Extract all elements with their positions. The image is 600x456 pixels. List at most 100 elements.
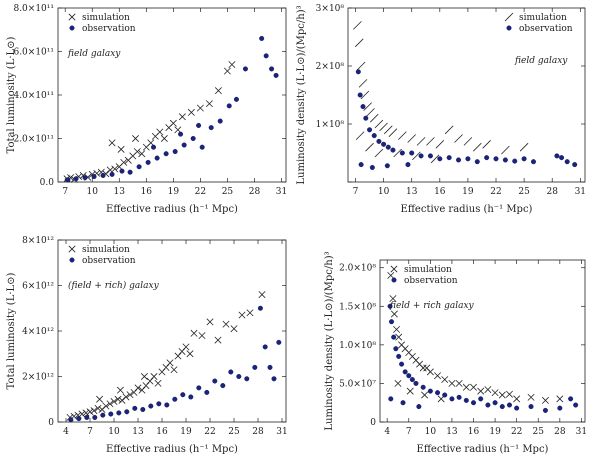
legend-label-observation: observation bbox=[82, 24, 136, 34]
observation-point bbox=[530, 159, 536, 165]
simulation-point bbox=[369, 113, 379, 123]
simulation-point bbox=[363, 102, 372, 111]
simulation-point bbox=[116, 386, 124, 394]
x-tick-label: 16 bbox=[468, 427, 480, 437]
observation-point bbox=[233, 96, 239, 102]
observation-point bbox=[145, 159, 151, 165]
simulation-point bbox=[426, 368, 434, 376]
simulation-point bbox=[86, 408, 94, 416]
x-tick-label: 28 bbox=[546, 187, 558, 197]
simulation-point bbox=[383, 125, 393, 135]
y-tick-label: 2.0×10¹¹ bbox=[13, 135, 54, 145]
y-axis-label: Luminosity density (L·L⊙)/(Mpc/h)³ bbox=[296, 5, 307, 184]
simulation-point bbox=[519, 142, 529, 152]
observation-point bbox=[420, 384, 426, 390]
simulation-point bbox=[246, 309, 254, 317]
simulation-point bbox=[228, 61, 236, 69]
observation-point bbox=[456, 394, 462, 400]
simulation-point bbox=[398, 131, 407, 140]
simulation-point bbox=[166, 359, 174, 367]
observation-point bbox=[196, 122, 202, 128]
simulation-point bbox=[491, 389, 499, 397]
observation-point bbox=[568, 396, 574, 402]
simulation-point bbox=[170, 366, 178, 374]
x-axis-label: Effective radius (h⁻¹ Mpc) bbox=[401, 204, 533, 215]
observation-point bbox=[388, 396, 394, 402]
y-tick-label: 1×10⁸ bbox=[316, 120, 345, 130]
simulation-point bbox=[90, 407, 98, 415]
x-tick-label: 10 bbox=[108, 427, 120, 437]
simulation-point bbox=[222, 320, 230, 328]
y-tick-label: 2×10⁸ bbox=[316, 62, 345, 72]
observation-point bbox=[127, 169, 133, 175]
observation-point bbox=[387, 303, 393, 309]
simulation-point bbox=[111, 165, 119, 173]
panel-field-total-luminosity: 7 10 13 16 19 22 25 28 31 0.0 2.0×10¹¹ 4.0×10¹¹ 6.0×… bbox=[6, 4, 287, 215]
x-tick-label: 19 bbox=[489, 427, 501, 437]
legend-label-simulation: simulation bbox=[82, 13, 130, 23]
simulation-point bbox=[110, 398, 118, 406]
simulation-point bbox=[477, 387, 485, 395]
simulation-point bbox=[98, 406, 106, 413]
y-tick-label: 4.0×10¹¹ bbox=[13, 91, 54, 101]
observation-point bbox=[371, 133, 377, 139]
observation-point bbox=[69, 25, 75, 31]
observation-point bbox=[181, 142, 187, 148]
observation-point bbox=[474, 159, 480, 165]
y-tick-label: 6.0×10¹¹ bbox=[13, 48, 54, 58]
simulation-point bbox=[196, 104, 204, 112]
simulation-point bbox=[169, 119, 177, 127]
observation-point bbox=[92, 414, 98, 420]
observation-point bbox=[262, 344, 268, 350]
observation-point bbox=[418, 153, 424, 159]
simulation-point bbox=[258, 291, 266, 299]
x-tick-label: 4 bbox=[63, 427, 69, 437]
observation-point bbox=[109, 171, 115, 177]
observation-point bbox=[164, 402, 170, 408]
simulation-point bbox=[96, 395, 104, 403]
simulation-point bbox=[82, 409, 90, 417]
simulation-point bbox=[206, 318, 214, 326]
observation-point bbox=[502, 157, 508, 163]
observation-point bbox=[559, 155, 565, 161]
legend-label-observation: observation bbox=[519, 24, 573, 34]
observation-point bbox=[244, 376, 250, 382]
observation-point bbox=[409, 150, 415, 156]
simulation-point bbox=[390, 265, 398, 273]
simulation-point bbox=[187, 108, 195, 116]
y-tick-label: 8×10¹² bbox=[22, 236, 54, 246]
x-axis-label: Effective radius (h⁻¹ Mpc) bbox=[106, 204, 238, 215]
observation-point bbox=[493, 156, 499, 162]
observation-point bbox=[252, 364, 258, 370]
observation-point bbox=[196, 385, 202, 391]
simulation-point bbox=[395, 333, 403, 341]
panel-annotation: field + rich galaxy bbox=[389, 301, 475, 311]
observation-point bbox=[456, 157, 462, 163]
simulation-point bbox=[198, 332, 206, 340]
observation-point bbox=[376, 138, 382, 144]
observation-point bbox=[478, 396, 484, 402]
observation-point bbox=[396, 353, 402, 359]
simulation-point bbox=[223, 67, 231, 75]
x-tick-label: 31 bbox=[576, 427, 587, 437]
simulation-point bbox=[356, 61, 366, 71]
y-tick-label: 3×10⁸ bbox=[316, 4, 345, 14]
simulation-point bbox=[374, 148, 384, 158]
observation-point bbox=[390, 147, 396, 153]
observation-point bbox=[355, 69, 361, 75]
simulation-point bbox=[182, 343, 190, 351]
simulation-point bbox=[120, 158, 128, 166]
x-tick-label: 19 bbox=[180, 427, 192, 437]
x-tick-label: 4 bbox=[384, 427, 390, 437]
observation-point bbox=[405, 162, 411, 168]
observation-point bbox=[471, 400, 477, 406]
x-tick-label: 22 bbox=[195, 187, 206, 197]
observation-point bbox=[400, 400, 406, 406]
simulation-point bbox=[394, 379, 402, 387]
x-tick-label: 19 bbox=[462, 187, 474, 197]
simulation-point bbox=[393, 325, 401, 333]
observation-point bbox=[413, 380, 419, 386]
simulation-point bbox=[106, 400, 114, 408]
observation-point bbox=[554, 153, 560, 159]
panel-all-luminosity-density: 4 7 10 13 16 19 22 25 28 31 0 5.0×10⁷ 1.0×10⁸ 1.5×10⁸… bbox=[324, 251, 587, 455]
